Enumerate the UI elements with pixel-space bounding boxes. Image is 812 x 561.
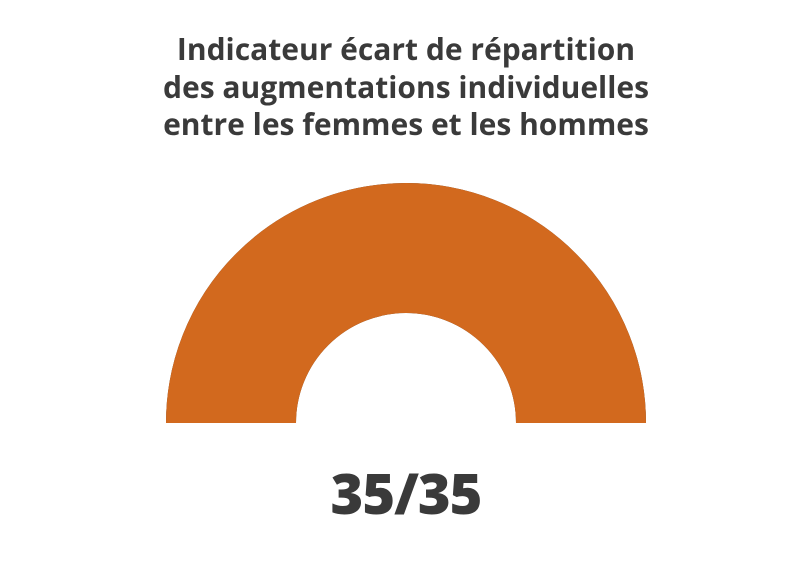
- gauge-value-arc: [231, 248, 581, 423]
- title-line-1: Indicateur écart de répartition: [163, 30, 649, 68]
- chart-title: Indicateur écart de répartition des augm…: [163, 30, 649, 143]
- gauge-chart: [166, 183, 646, 423]
- score-label: 35/35: [331, 455, 482, 531]
- title-line-3: entre les femmes et les hommes: [163, 105, 649, 143]
- title-line-2: des augmentations individuelles: [163, 68, 649, 106]
